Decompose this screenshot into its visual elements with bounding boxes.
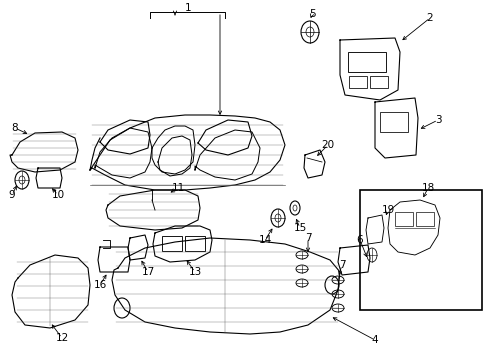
Text: 3: 3 xyxy=(434,115,440,125)
Bar xyxy=(369,76,387,88)
Text: 7: 7 xyxy=(304,233,311,243)
Text: 4: 4 xyxy=(371,335,378,345)
Text: 19: 19 xyxy=(381,205,394,215)
Text: 2: 2 xyxy=(426,13,432,23)
Text: 6: 6 xyxy=(356,235,363,245)
Text: 8: 8 xyxy=(12,123,18,133)
Text: 16: 16 xyxy=(93,280,106,290)
Bar xyxy=(184,236,204,251)
Bar xyxy=(415,212,433,226)
Text: 20: 20 xyxy=(321,140,334,150)
Text: 12: 12 xyxy=(55,333,68,343)
Text: 14: 14 xyxy=(258,235,271,245)
Bar xyxy=(347,52,385,72)
Text: 7: 7 xyxy=(338,260,345,270)
Bar xyxy=(348,76,366,88)
Text: 13: 13 xyxy=(188,267,201,277)
Text: 17: 17 xyxy=(141,267,154,277)
Bar xyxy=(394,212,412,226)
Bar xyxy=(379,112,407,132)
Text: 1: 1 xyxy=(184,3,191,13)
Text: 10: 10 xyxy=(51,190,64,200)
Bar xyxy=(162,236,182,251)
Text: 18: 18 xyxy=(421,183,434,193)
Text: 15: 15 xyxy=(293,223,306,233)
Bar xyxy=(359,190,481,310)
Text: 9: 9 xyxy=(9,190,15,200)
Text: 11: 11 xyxy=(171,183,184,193)
Text: 5: 5 xyxy=(308,9,315,19)
